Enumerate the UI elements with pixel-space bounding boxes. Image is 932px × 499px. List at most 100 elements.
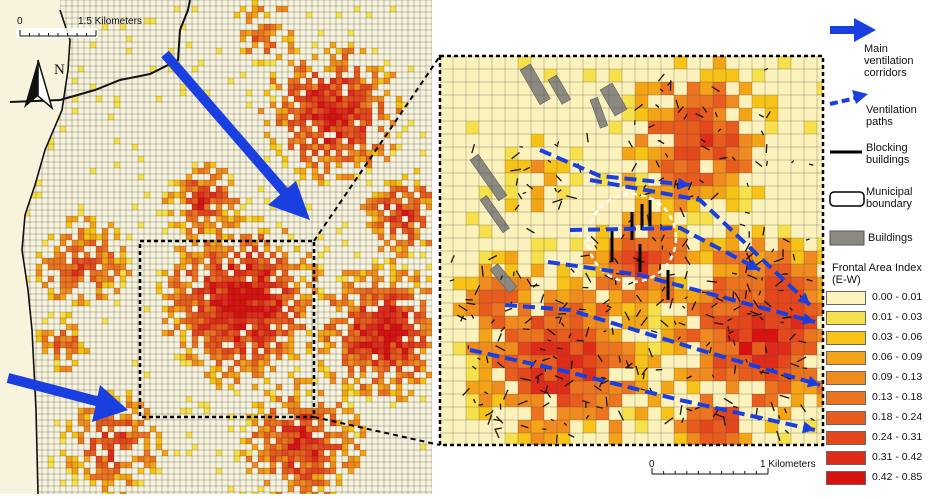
inset-fai-cell	[765, 277, 778, 290]
overview-fai-cell	[222, 306, 228, 312]
overview-fai-cell	[102, 456, 108, 462]
overview-fai-cell	[186, 270, 192, 276]
inset-fai-cell	[583, 407, 596, 420]
overview-fai-cell	[282, 312, 288, 318]
overview-fai-cell	[306, 468, 312, 474]
overview-fai-cell	[48, 312, 54, 318]
overview-fai-cell	[66, 462, 72, 468]
overview-fai-cell	[288, 30, 294, 36]
overview-fai-cell	[54, 420, 60, 426]
overview-fai-cell	[288, 432, 294, 438]
overview-fai-cell	[162, 318, 168, 324]
overview-fai-cell	[318, 90, 324, 96]
overview-fai-cell	[270, 144, 276, 150]
inset-fai-cell	[531, 329, 544, 342]
overview-fai-cell	[300, 408, 306, 414]
overview-fai-cell	[396, 198, 402, 204]
overview-fai-cell	[372, 210, 378, 216]
overview-fai-cell	[54, 366, 60, 372]
overview-fai-cell	[132, 204, 138, 210]
overview-fai-cell	[72, 300, 78, 306]
overview-fai-cell	[402, 192, 408, 198]
overview-fai-cell	[294, 474, 300, 480]
inset-fai-cell	[752, 69, 765, 82]
overview-fai-cell	[192, 162, 198, 168]
overview-fai-cell	[396, 96, 402, 102]
overview-fai-cell	[306, 438, 312, 444]
overview-fai-cell	[288, 102, 294, 108]
overview-fai-cell	[282, 114, 288, 120]
overview-fai-cell	[108, 252, 114, 258]
overview-fai-cell	[372, 276, 378, 282]
inset-fai-cell	[531, 420, 544, 433]
overview-fai-cell	[252, 354, 258, 360]
overview-fai-cell	[60, 438, 66, 444]
overview-fai-cell	[216, 270, 222, 276]
overview-fai-cell	[402, 306, 408, 312]
overview-fai-cell	[408, 228, 414, 234]
overview-fai-cell	[282, 156, 288, 162]
inset-fai-cell	[804, 121, 817, 134]
overview-fai-cell	[252, 246, 258, 252]
inset-fai-cell	[635, 147, 648, 160]
overview-fai-cell	[222, 372, 228, 378]
overview-fai-cell	[324, 336, 330, 342]
overview-fai-cell	[84, 456, 90, 462]
legend-class-swatch	[826, 391, 866, 405]
overview-fai-cell	[138, 432, 144, 438]
inset-fai-cell	[596, 407, 609, 420]
overview-fai-cell	[384, 288, 390, 294]
overview-fai-cell	[348, 348, 354, 354]
overview-fai-cell	[270, 348, 276, 354]
overview-fai-cell	[426, 330, 432, 336]
overview-fai-cell	[264, 420, 270, 426]
overview-fai-cell	[144, 408, 150, 414]
overview-fai-cell	[318, 438, 324, 444]
overview-fai-cell	[330, 114, 336, 120]
overview-fai-cell	[324, 444, 330, 450]
overview-fai-cell	[366, 198, 372, 204]
overview-fai-cell	[72, 282, 78, 288]
overview-fai-cell	[336, 114, 342, 120]
overview-fai-cell	[342, 408, 348, 414]
overview-fai-cell	[264, 432, 270, 438]
inset-fai-cell	[492, 342, 505, 355]
inset-fai-cell	[648, 251, 661, 264]
overview-fai-cell	[66, 270, 72, 276]
overview-fai-cell	[348, 312, 354, 318]
overview-fai-cell	[318, 126, 324, 132]
overview-fai-cell	[168, 276, 174, 282]
overview-fai-cell	[306, 450, 312, 456]
overview-fai-cell	[372, 300, 378, 306]
overview-fai-cell	[270, 456, 276, 462]
overview-fai-cell	[324, 366, 330, 372]
overview-fai-cell	[390, 246, 396, 252]
overview-fai-cell	[210, 342, 216, 348]
overview-fai-cell	[198, 294, 204, 300]
overview-fai-cell	[276, 330, 282, 336]
overview-fai-cell	[312, 138, 318, 144]
overview-fai-cell	[156, 282, 162, 288]
overview-fai-cell	[300, 426, 306, 432]
overview-fai-cell	[54, 252, 60, 258]
overview-fai-cell	[126, 234, 132, 240]
overview-fai-cell	[402, 354, 408, 360]
overview-fai-cell	[330, 408, 336, 414]
overview-fai-cell	[192, 300, 198, 306]
overview-fai-cell	[342, 444, 348, 450]
overview-fai-cell	[408, 288, 414, 294]
overview-fai-cell	[282, 420, 288, 426]
overview-fai-cell	[228, 78, 234, 84]
overview-fai-cell	[276, 24, 282, 30]
overview-fai-cell	[60, 126, 66, 132]
overview-fai-cell	[396, 336, 402, 342]
overview-fai-cell	[282, 468, 288, 474]
overview-fai-cell	[132, 456, 138, 462]
overview-fai-cell	[294, 408, 300, 414]
overview-fai-cell	[258, 318, 264, 324]
overview-fai-cell	[198, 210, 204, 216]
inset-fai-cell	[544, 238, 557, 251]
overview-fai-cell	[108, 114, 114, 120]
overview-fai-cell	[66, 222, 72, 228]
